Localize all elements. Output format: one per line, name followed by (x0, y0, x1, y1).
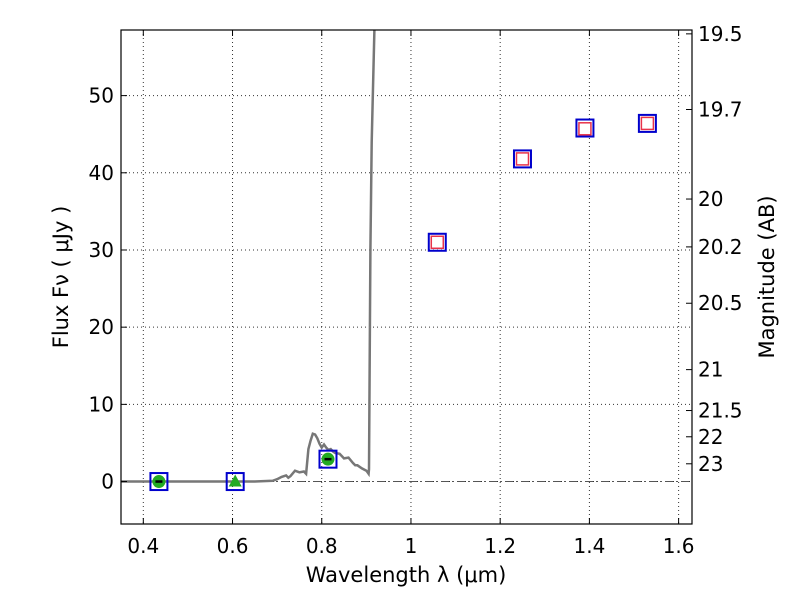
y-tick-label: 10 (89, 392, 114, 416)
magnitude-tick-label: 19.7 (698, 98, 743, 122)
spectrum-line (121, 30, 376, 483)
observed-flux-marker (225, 472, 245, 492)
x-tick-label: 1.4 (573, 534, 605, 558)
observed-flux-marker (318, 449, 338, 469)
plot-data (121, 30, 692, 492)
model-flux-marker (578, 122, 592, 136)
observed-flux-marker (637, 113, 657, 133)
y-axis-label: Flux Fν ( μJy ) (49, 206, 73, 349)
x-tick-label: 1 (405, 534, 418, 558)
magnitude-tick-label: 19.5 (698, 22, 743, 46)
model-flux-marker (515, 152, 530, 166)
x-tick-label: 1.2 (484, 534, 516, 558)
y-tick-label: 20 (89, 315, 114, 339)
x-tick-label: 0.6 (217, 534, 249, 558)
x-tick-label: 0.8 (306, 534, 338, 558)
upper-limit-marker (228, 474, 242, 487)
x-axis-label: Wavelength λ (μm) (306, 563, 507, 587)
x-tick-label: 0.4 (127, 534, 159, 558)
plot-frame (120, 29, 693, 525)
x-tick-label: 1.6 (663, 534, 695, 558)
magnitude-tick-label: 23 (698, 452, 723, 476)
y-tick-label: 30 (89, 238, 114, 262)
observed-flux-marker (149, 472, 169, 492)
magnitude-tick-label: 21.5 (698, 399, 743, 423)
axis-ticks: 0.4 0.6 0.8 1 1.2 1.4 1.6 0 10 20 30 40 50 19.5 19.7 20… (89, 22, 743, 558)
y-tick-label: 0 (101, 470, 114, 494)
model-flux-marker (640, 116, 655, 131)
y-tick-label: 50 (89, 84, 114, 108)
y-tick-label: 40 (89, 161, 114, 185)
magnitude-tick-label: 20 (698, 187, 723, 211)
observed-flux-marker (427, 232, 447, 252)
observed-flux-marker (512, 149, 532, 169)
magnitude-tick-label: 22 (698, 425, 723, 449)
magnitude-tick-label: 20.2 (698, 235, 743, 259)
magnitude-tick-label: 21 (698, 358, 723, 382)
model-flux-marker (430, 235, 445, 250)
magnitude-tick-label: 20.5 (698, 291, 743, 315)
right-axis-label: Magnitude (AB) (755, 195, 779, 358)
observed-flux-marker (575, 118, 595, 138)
